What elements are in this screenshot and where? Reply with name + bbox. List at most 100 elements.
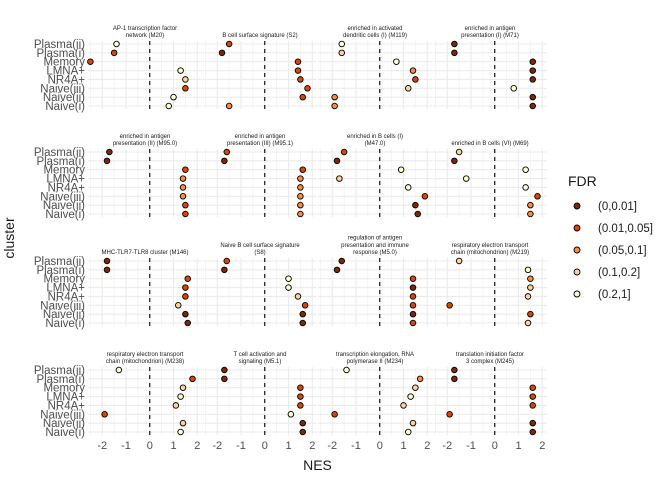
x-tick-label: 0 [492,440,498,452]
y-tick-label: Naive(ii) [43,200,85,212]
y-tick-label: NR4A+ [48,291,86,303]
data-point [165,102,172,110]
y-tick-label: Naive(iii) [40,191,85,203]
y-tick-label: Naive(iii) [40,300,85,312]
x-tick-label: 0 [262,440,268,452]
panel-title: T cell activation and [234,352,287,358]
legend-label: (0,0.01] [598,201,637,213]
data-point [177,393,184,400]
data-point [455,257,463,265]
data-point [285,284,292,291]
x-tick-label: 1 [400,440,406,452]
panel-title: (M47.0) [365,141,386,147]
y-axis-title: cluster [1,217,17,259]
data-point [405,184,412,191]
panel-title: chain (mitochondrion) (M238) [106,359,184,365]
data-point [409,319,417,327]
data-point [522,166,529,173]
panel-title: presentation (I) (M71) [461,33,519,39]
data-point [297,384,304,391]
y-tick-label: LMNA+ [46,283,85,295]
data-point [412,76,419,83]
data-point [297,193,304,200]
data-point [333,157,341,165]
data-point [223,257,230,265]
data-point [527,284,534,291]
data-point [522,184,529,191]
data-point [527,275,534,282]
data-point [223,148,230,156]
data-point [297,393,304,400]
panel-title: Naive B cell surface signature [220,243,300,249]
data-point [297,402,304,409]
legend-swatch [573,202,581,210]
data-point [405,85,412,92]
panel-title: enriched in B cells (VI) (M69) [451,141,528,147]
x-tick-label: -1 [121,440,131,452]
data-point [177,428,184,436]
y-tick-label: NR4A+ [48,74,86,86]
data-point [285,275,292,282]
panel-title: AP-1 transcription factor [113,26,177,32]
y-tick-label: LMNA+ [46,392,85,404]
data-point [182,310,189,318]
data-point [221,266,228,274]
data-point [184,275,191,282]
data-point [304,85,311,92]
legend-swatch [573,246,581,254]
y-tick-label: Naive(iii) [40,409,85,421]
data-point [409,419,417,427]
y-tick-label: Naive(i) [45,318,85,330]
x-tick-label: 2 [424,440,430,452]
panel-title: signaling (M5.1) [239,359,282,365]
x-tick-label: 1 [515,440,521,452]
data-point [182,76,189,83]
y-tick-label: Naive(i) [45,427,85,439]
legend-label: (0.2,1] [598,289,631,301]
data-point [510,85,518,92]
panel-title: 3 complex (M245) [466,359,514,365]
data-point [407,393,414,400]
data-point [409,275,417,282]
data-point [177,67,184,74]
data-point [297,201,304,209]
x-tick-label: 0 [377,440,383,452]
data-point [527,201,534,209]
data-point [297,210,304,218]
data-point [343,366,350,374]
panel-title: chain (mitochondrion) (M219) [451,250,529,256]
legend-label: (0.01,0.05] [598,223,653,235]
data-point [221,366,228,374]
y-tick-label: LMNA+ [46,174,85,186]
data-point [182,293,189,300]
data-point [529,67,537,74]
x-tick-label: -2 [212,440,222,452]
x-tick-label: 0 [147,440,153,452]
data-point [299,419,307,427]
data-point [529,393,537,400]
data-point [534,193,541,200]
data-point [397,166,405,173]
y-tick-label: Plasma(i) [36,265,85,277]
data-point [182,85,189,92]
x-tick-label: 1 [285,440,291,452]
data-point [455,148,463,156]
panel-title: polymerase II (M234) [347,359,404,365]
y-tick-label: Plasma(i) [36,374,85,386]
y-tick-label: NR4A+ [48,400,86,412]
data-point [405,428,412,436]
data-point [409,67,417,74]
y-tick-label: NR4A+ [48,182,86,194]
data-point [218,49,226,57]
legend-label: (0.05,0.1] [598,245,647,257]
data-point [400,402,407,409]
panel-title: dendritic cells (I) (M119) [343,33,407,39]
data-point [409,310,417,318]
panel-title: regulation of antigen [348,236,402,242]
data-point [182,201,189,209]
data-point [529,93,537,101]
data-point [451,49,458,57]
data-point [184,319,191,327]
data-point [338,257,346,265]
